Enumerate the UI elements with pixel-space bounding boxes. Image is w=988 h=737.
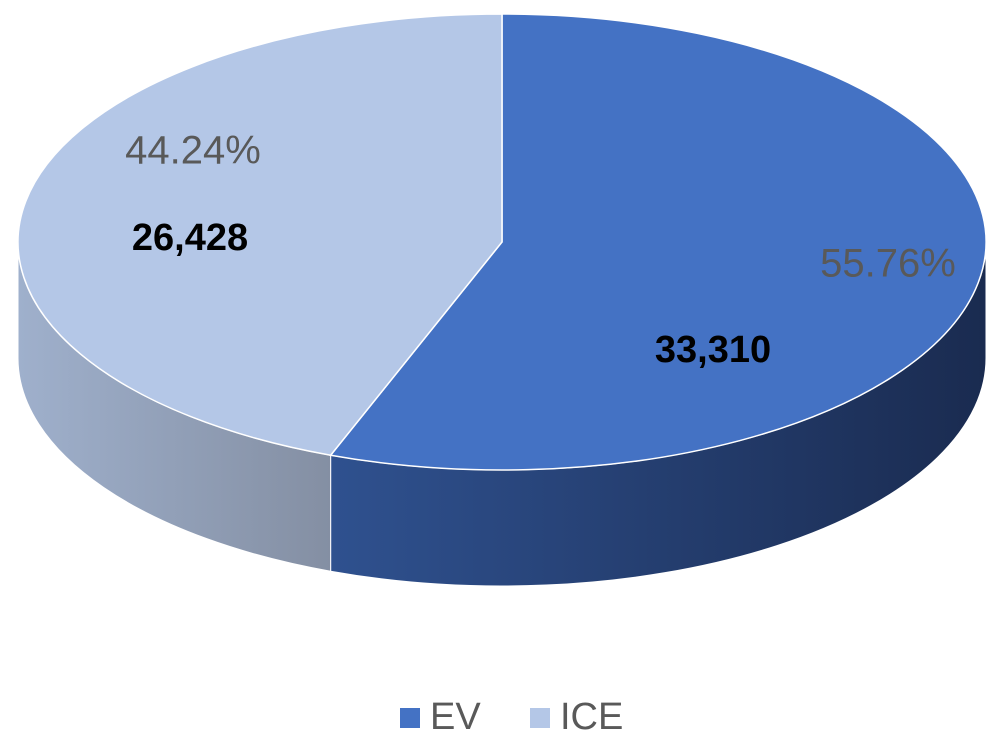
- slice: [17, 13, 503, 457]
- percentage-label: 55.76%: [820, 242, 956, 286]
- legend: EV ICE: [400, 696, 623, 737]
- legend-swatch: [400, 708, 420, 728]
- value-label: 33,310: [655, 329, 771, 371]
- slice: [329, 13, 987, 471]
- value-label: 26,428: [132, 217, 248, 259]
- labels: 55.76% 33,310 44.24% 26,428: [125, 129, 956, 371]
- legend-label: EV: [430, 696, 481, 737]
- tops: [17, 13, 987, 471]
- percentage-label: 44.24%: [125, 129, 261, 173]
- legend-swatch: [530, 708, 550, 728]
- legend-label: ICE: [560, 696, 623, 737]
